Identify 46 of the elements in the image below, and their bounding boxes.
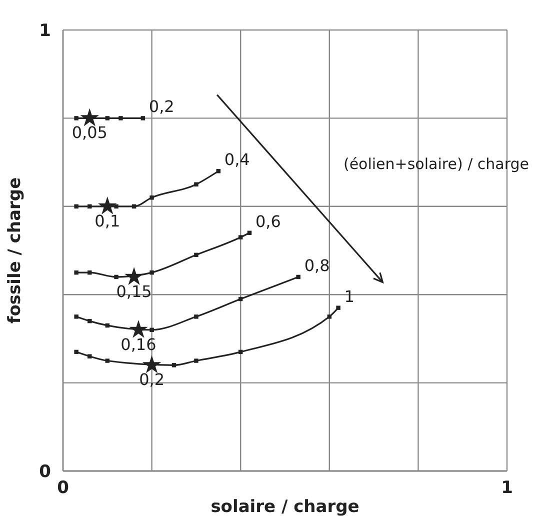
series-label: 0,4 (224, 150, 250, 170)
point (98, 196, 117, 214)
point (118, 116, 123, 120)
point (150, 328, 154, 332)
annotation: 0,16 (120, 334, 156, 354)
annotation: (éolien+solaire) / charge (343, 154, 529, 173)
point (88, 270, 92, 275)
series-label: 0,6 (255, 212, 281, 231)
point (194, 358, 198, 363)
point (74, 116, 78, 120)
point (124, 267, 144, 285)
point (88, 318, 92, 324)
point (114, 274, 118, 280)
point (336, 306, 340, 310)
point (105, 358, 110, 363)
annotation: 0,15 (116, 282, 152, 301)
series-label: 1 (344, 286, 354, 306)
point (114, 204, 118, 209)
annotation: 0,05 (72, 123, 108, 142)
point (74, 204, 78, 209)
point (172, 363, 176, 368)
point (296, 274, 300, 280)
point (238, 235, 243, 240)
point (327, 314, 332, 319)
point (74, 350, 78, 354)
point (74, 314, 78, 319)
point (194, 182, 198, 186)
point (80, 108, 100, 126)
series-label: 0,2 (148, 97, 174, 116)
point (150, 195, 154, 200)
point (140, 116, 146, 120)
point (105, 116, 110, 120)
point (194, 314, 198, 319)
point (247, 230, 252, 235)
annotation: 0,1 (94, 211, 120, 230)
annotation: 0,2 (139, 370, 165, 390)
x-axis-title: solaire / charge (210, 497, 360, 517)
point (194, 252, 198, 258)
point (74, 270, 78, 275)
point (88, 204, 92, 209)
point (142, 355, 162, 374)
series-label: 0,8 (304, 256, 330, 275)
point (129, 320, 148, 338)
point (88, 354, 92, 358)
y-axis-title: fossile / charge (5, 177, 25, 324)
point (150, 270, 154, 275)
